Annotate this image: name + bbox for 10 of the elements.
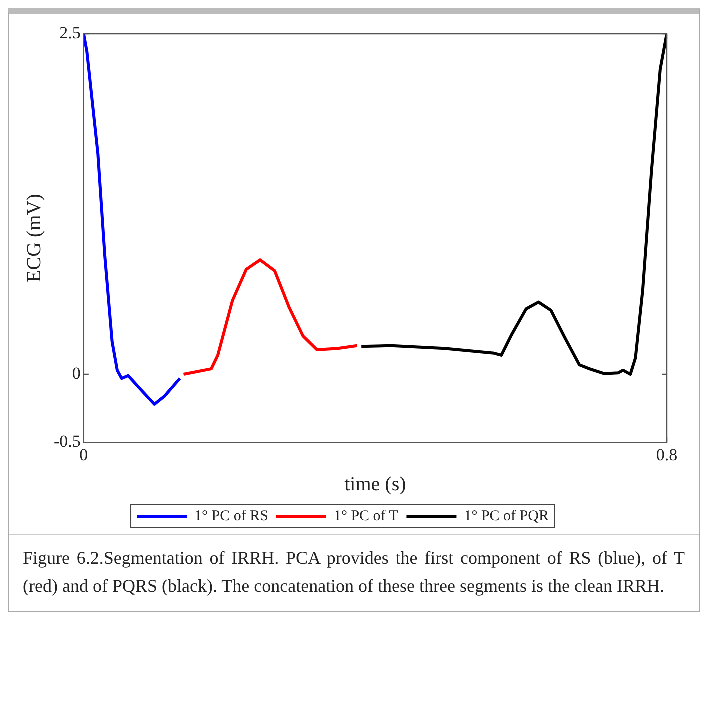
- y-tick-label: 0: [72, 364, 81, 383]
- y-axis-title: ECG (mV): [23, 194, 46, 282]
- legend-label: 1° PC of T: [334, 508, 398, 524]
- legend-label: 1° PC of RS: [194, 508, 268, 524]
- y-tick-label: -0.5: [54, 432, 81, 452]
- y-tick-label: 2.5: [60, 23, 81, 42]
- caption: Figure 6.2.Segmentation of IRRH. PCA provides the first component of RS (blue), of T (red) and of PQRS (black). The concatenation of these three segments is the clean IRRH.: [9, 534, 699, 611]
- x-axis-title: time (s): [344, 473, 406, 496]
- x-tick-label: 0.8: [656, 445, 678, 464]
- legend-label: 1° PC of PQR: [464, 508, 549, 524]
